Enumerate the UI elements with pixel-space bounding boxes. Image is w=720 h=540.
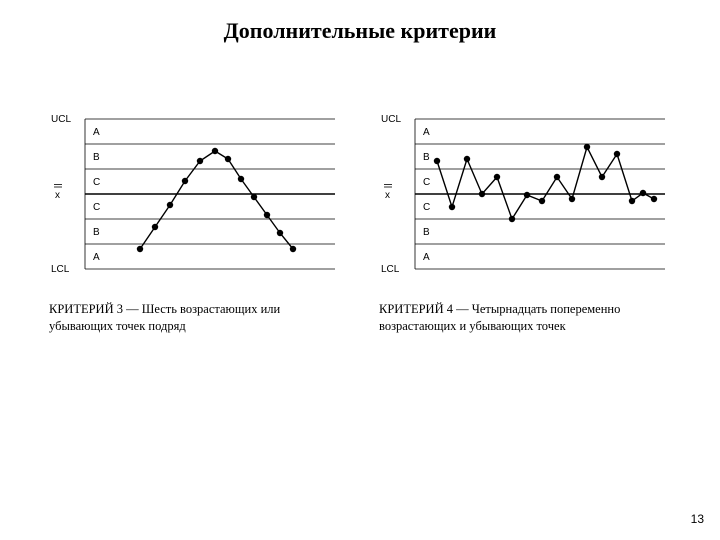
page-number: 13 bbox=[691, 512, 704, 526]
control-chart-right: A B C C B A UCL LCL x bbox=[375, 99, 675, 289]
svg-text:A: A bbox=[93, 252, 100, 263]
caption-left: КРИТЕРИЙ 3 — Шесть возрастающих или убыв… bbox=[45, 301, 345, 335]
caption-left-head: КРИТЕРИЙ 3 — bbox=[49, 302, 139, 316]
svg-text:LCL: LCL bbox=[381, 264, 400, 275]
caption-right-head: КРИТЕРИЙ 4 — bbox=[379, 302, 469, 316]
svg-text:B: B bbox=[93, 227, 100, 238]
svg-text:x: x bbox=[385, 190, 390, 201]
svg-text:B: B bbox=[93, 152, 100, 163]
svg-text:UCL: UCL bbox=[381, 114, 401, 125]
charts-row: A B C C B A UCL LCL x КРИТЕРИЙ 3 — Шесть возраст… bbox=[0, 99, 720, 335]
control-chart-left: A B C C B A UCL LCL x bbox=[45, 99, 345, 289]
svg-text:UCL: UCL bbox=[51, 114, 71, 125]
svg-text:C: C bbox=[93, 177, 100, 188]
chart-left-block: A B C C B A UCL LCL x КРИТЕРИЙ 3 — Шесть возраст… bbox=[45, 99, 345, 335]
svg-text:LCL: LCL bbox=[51, 264, 70, 275]
svg-text:A: A bbox=[93, 127, 100, 138]
svg-text:C: C bbox=[423, 202, 430, 213]
svg-text:A: A bbox=[423, 252, 430, 263]
svg-text:x: x bbox=[55, 190, 60, 201]
svg-text:B: B bbox=[423, 227, 430, 238]
chart-right-block: A B C C B A UCL LCL x КРИТЕРИЙ 4 — Четырнадцать … bbox=[375, 99, 675, 335]
caption-right: КРИТЕРИЙ 4 — Четырнадцать попеременно во… bbox=[375, 301, 675, 335]
svg-text:C: C bbox=[93, 202, 100, 213]
svg-text:A: A bbox=[423, 127, 430, 138]
page-title: Дополнительные критерии bbox=[0, 0, 720, 44]
svg-text:B: B bbox=[423, 152, 430, 163]
svg-text:C: C bbox=[423, 177, 430, 188]
